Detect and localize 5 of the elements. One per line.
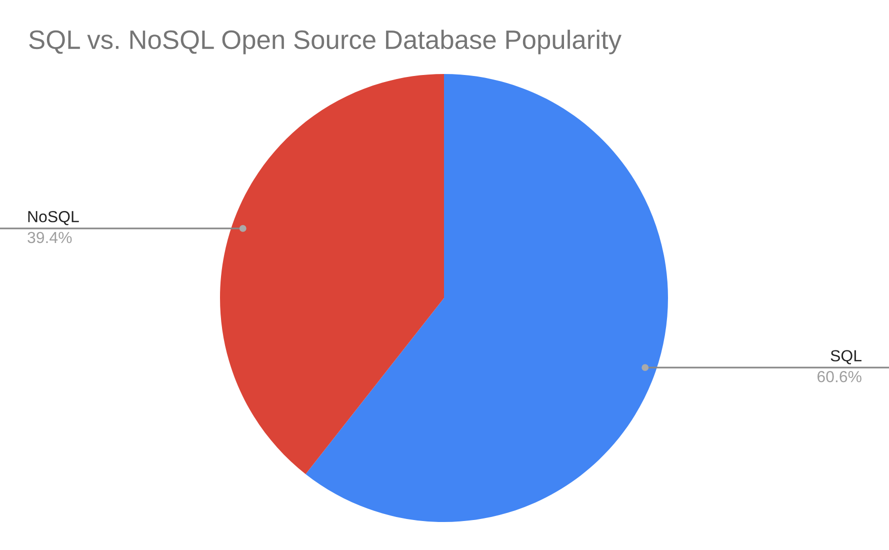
data-label: 60.6%: [818, 370, 862, 382]
slice-label: SQL: [830, 350, 862, 364]
data-label: 39.4%: [28, 232, 72, 244]
slice-label: NoSQL: [28, 210, 79, 226]
chart-title: SQL vs. NoSQL Open Source Database Popularity: [29, 30, 622, 54]
